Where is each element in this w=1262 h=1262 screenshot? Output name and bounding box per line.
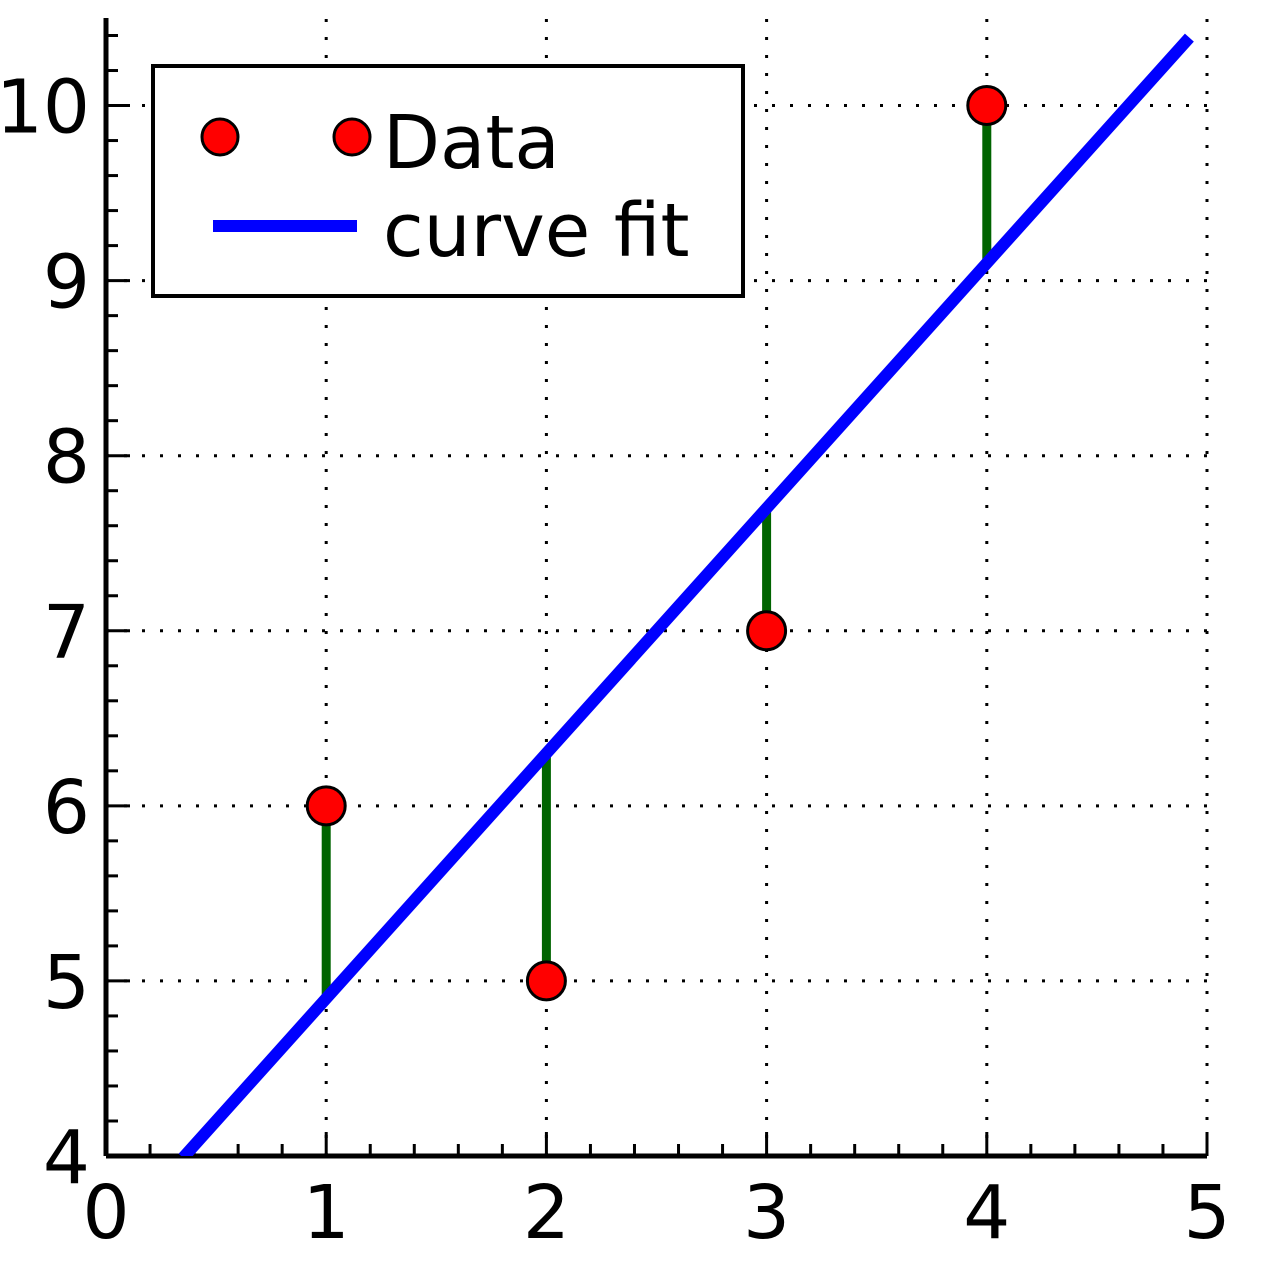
legend-label-curve-fit: curve fit	[383, 188, 689, 274]
y-tick-label: 6	[43, 765, 90, 851]
fit-line-layer	[178, 33, 1194, 1156]
legend-label-data: Data	[383, 100, 560, 186]
x-tick-label: 4	[963, 1170, 1010, 1256]
data-points	[305, 85, 1008, 1002]
curve-fit-line	[178, 33, 1194, 1156]
y-tick-label: 8	[43, 415, 90, 501]
data-point	[966, 85, 1008, 127]
data-point	[746, 610, 788, 652]
legend: Data curve fit	[151, 64, 745, 298]
y-tick-label: 10	[0, 65, 90, 151]
x-tick-label: 0	[82, 1170, 129, 1256]
x-tick-label: 5	[1183, 1170, 1230, 1256]
y-tick-label: 5	[43, 940, 90, 1026]
x-tick-label: 1	[303, 1170, 350, 1256]
axes	[103, 18, 1209, 1159]
legend-box	[151, 64, 745, 298]
x-tick-label: 2	[523, 1170, 570, 1256]
y-tick-label: 7	[43, 590, 90, 676]
tick-labels: 0 1 2 3 4 5 4 5 6 7 8 9 10	[0, 65, 1231, 1256]
legend-data-marker	[332, 117, 372, 157]
data-point	[305, 785, 347, 827]
legend-data-marker	[200, 117, 240, 157]
data-point	[525, 960, 567, 1002]
y-tick-label: 4	[43, 1115, 90, 1201]
y-tick-label: 9	[43, 240, 90, 326]
x-tick-label: 3	[743, 1170, 790, 1256]
